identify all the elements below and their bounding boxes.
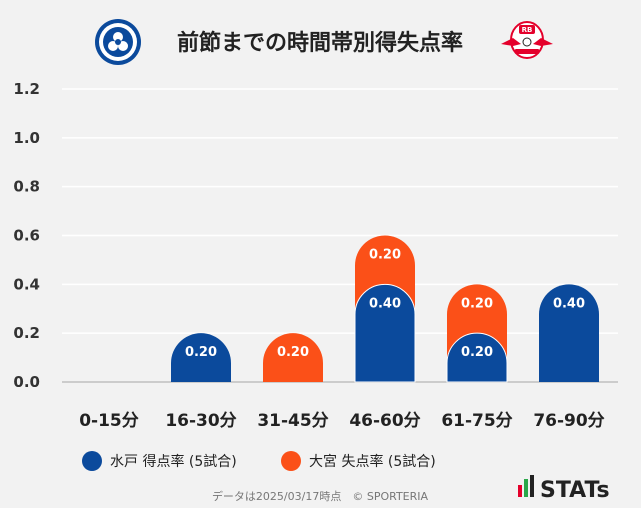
x-tick-label: 0-15分 xyxy=(79,411,139,431)
bar-omiya-conceded xyxy=(263,333,323,382)
mito-hollyhock-emblem-icon xyxy=(95,19,141,65)
legend: 水戸 得点率 (5試合) 大宮 失点率 (5試合) xyxy=(82,451,436,471)
x-tick-label: 61-75分 xyxy=(441,411,512,431)
x-tick-label: 31-45分 xyxy=(257,411,328,431)
y-tick-label: 0.8 xyxy=(13,178,40,196)
grid xyxy=(62,88,618,383)
x-axis: 0-15分 16-30分 31-45分 46-60分 61-75分 76-90分 xyxy=(79,411,604,431)
bars: 0.20 0.20 0.40 0.20 0.20 0.20 0.40 xyxy=(171,235,599,383)
data-label: 0.40 xyxy=(369,296,401,311)
x-tick-label: 16-30分 xyxy=(165,411,236,431)
footer-note: データは2025/03/17時点 © SPORTERIA xyxy=(212,489,429,503)
chart-title: 前節までの時間帯別得失点率 xyxy=(177,30,463,56)
data-label: 0.20 xyxy=(461,345,493,360)
stats-bars-icon xyxy=(518,475,534,497)
stats-brand: STATs xyxy=(518,475,610,503)
legend-label-omiya: 大宮 失点率 (5試合) xyxy=(309,453,436,470)
rb-omiya-ardija-emblem-icon: RB xyxy=(501,21,553,59)
bar-mito-scoring xyxy=(354,283,416,383)
y-axis: 0.0 0.2 0.4 0.6 0.8 1.0 1.2 xyxy=(13,80,40,391)
y-tick-label: 0.4 xyxy=(13,275,40,293)
data-label: 0.40 xyxy=(553,296,585,311)
y-tick-label: 0.2 xyxy=(13,324,40,342)
bar-mito-scoring xyxy=(446,332,508,383)
x-tick-label: 46-60分 xyxy=(349,411,420,431)
header: 前節までの時間帯別得失点率 RB xyxy=(95,19,553,65)
legend-label-mito: 水戸 得点率 (5試合) xyxy=(110,453,237,470)
stats-brand-label: STATs xyxy=(540,478,610,503)
x-tick-label: 76-90分 xyxy=(533,411,604,431)
data-label: 0.20 xyxy=(277,345,309,360)
y-tick-label: 0.0 xyxy=(13,373,40,391)
legend-item-mito: 水戸 得点率 (5試合) xyxy=(82,451,237,471)
legend-swatch-mito xyxy=(82,451,102,471)
data-label: 0.20 xyxy=(369,248,401,263)
legend-item-omiya: 大宮 失点率 (5試合) xyxy=(281,451,436,471)
y-tick-label: 0.6 xyxy=(13,227,40,245)
legend-swatch-omiya xyxy=(281,451,301,471)
data-label: 0.20 xyxy=(185,345,217,360)
y-tick-label: 1.2 xyxy=(13,80,40,98)
y-tick-label: 1.0 xyxy=(13,129,40,147)
svg-text:RB: RB xyxy=(522,26,533,34)
bar-mito-scoring xyxy=(539,284,599,382)
bar-mito-scoring xyxy=(171,333,232,382)
data-label: 0.20 xyxy=(461,296,493,311)
